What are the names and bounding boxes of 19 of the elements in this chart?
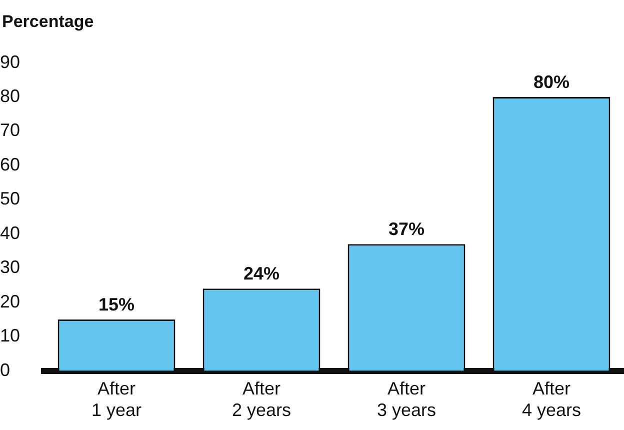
y-tick-label: 40 bbox=[0, 222, 20, 243]
y-tick-label: 50 bbox=[0, 188, 20, 209]
x-tick-label: After 1 year bbox=[92, 378, 142, 420]
y-axis-title: Percentage bbox=[2, 12, 94, 32]
data-label: 24% bbox=[244, 264, 280, 284]
y-tick-label: 70 bbox=[0, 120, 20, 140]
x-tick-label: After 3 years bbox=[376, 378, 436, 420]
data-label: 37% bbox=[388, 219, 425, 240]
y-tick-label: 30 bbox=[0, 257, 20, 278]
data-label: 80% bbox=[533, 72, 570, 92]
y-tick-label: 20 bbox=[0, 291, 20, 312]
y-tick-label: 0 bbox=[0, 360, 10, 380]
y-tick-label: 90 bbox=[0, 52, 20, 72]
data-label: 15% bbox=[98, 294, 135, 314]
y-tick-label: 10 bbox=[0, 326, 20, 346]
x-tick-label: After 2 years bbox=[232, 378, 292, 420]
x-tick-label: After 4 years bbox=[522, 378, 582, 420]
y-tick-label: 80 bbox=[0, 86, 20, 106]
y-tick-label: 60 bbox=[0, 154, 20, 174]
